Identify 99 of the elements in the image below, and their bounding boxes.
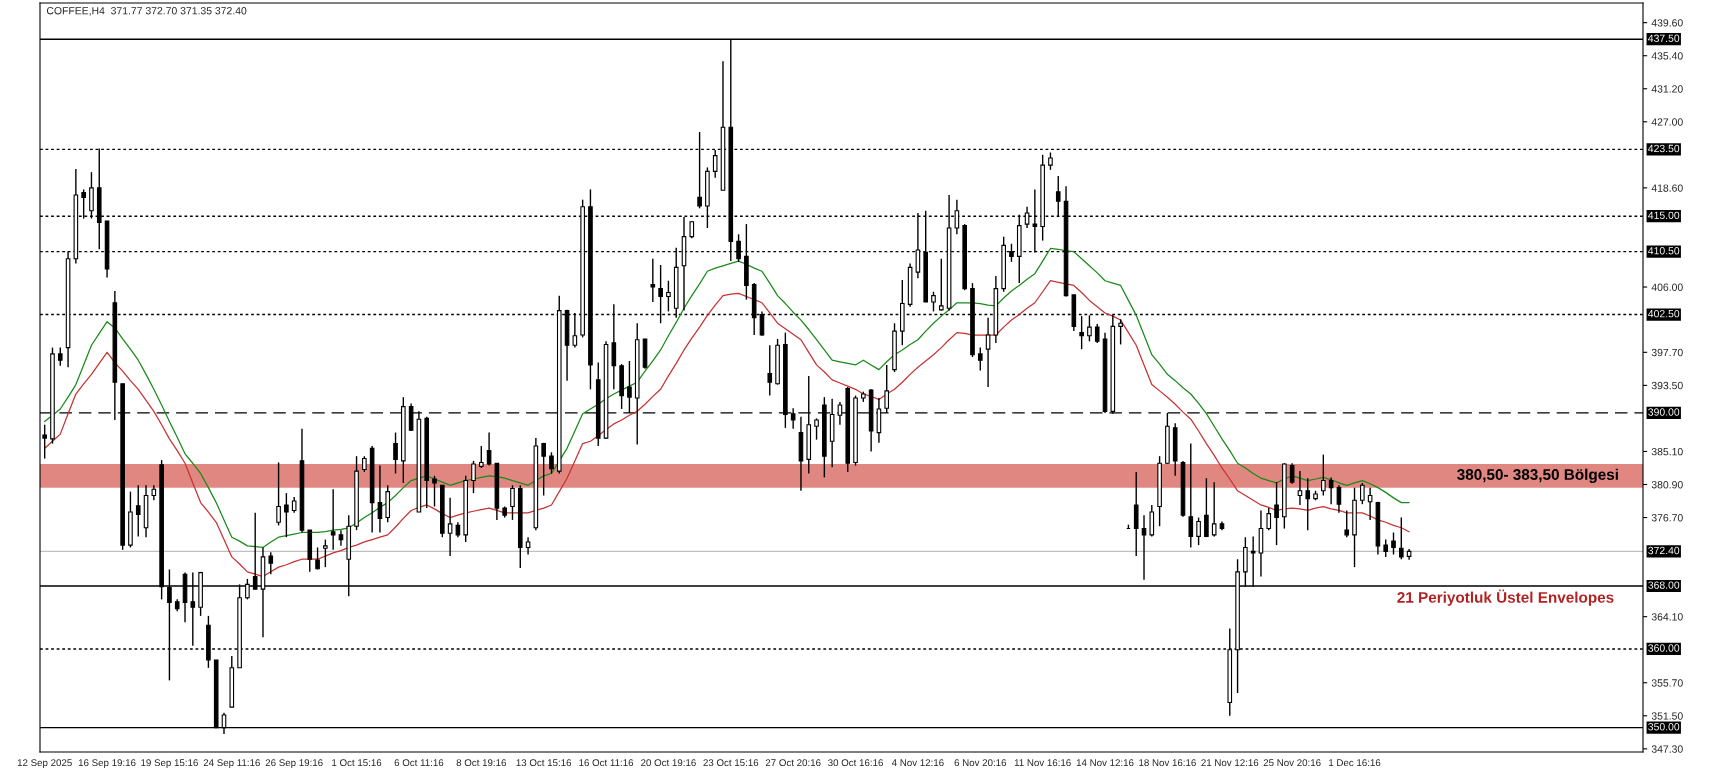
candlestick bbox=[284, 492, 289, 538]
x-tick-label: 1 Oct 15:16 bbox=[332, 759, 382, 767]
y-tick-label: 406.00 bbox=[1651, 283, 1683, 291]
x-tick-label: 21 Nov 12:16 bbox=[1201, 759, 1259, 767]
candlestick bbox=[478, 445, 484, 469]
x-tick-label: 4 Nov 12:16 bbox=[891, 759, 944, 767]
candlestick bbox=[1211, 481, 1217, 538]
x-tick-label: 16 Sep 19:16 bbox=[78, 759, 136, 769]
x-tick-label: 11 Nov 16:16 bbox=[1014, 759, 1071, 767]
chart-title: COFFEE,H4 371.77 372.70 371.35 372.40 bbox=[46, 7, 247, 16]
candlestick bbox=[323, 538, 328, 568]
y-tick-label: 439.60 bbox=[1651, 19, 1683, 27]
y-tick-label: 427.00 bbox=[1651, 118, 1683, 126]
x-tick-label: 1 Dec 16:16 bbox=[1329, 759, 1381, 767]
candlestick bbox=[510, 484, 515, 521]
ref-line-label: 437.50 bbox=[1648, 34, 1680, 42]
ref-line-label: 402.50 bbox=[1648, 309, 1680, 318]
candlestick bbox=[938, 258, 944, 312]
candlestick bbox=[767, 344, 773, 397]
candlestick bbox=[471, 460, 476, 494]
ref-line-label: 350.00 bbox=[1648, 723, 1680, 731]
candlestick bbox=[1321, 453, 1326, 497]
ref-line-label: 372.40 bbox=[1648, 546, 1680, 555]
candlestick bbox=[549, 451, 554, 475]
candlestick bbox=[1149, 504, 1155, 538]
candlestick bbox=[1274, 481, 1279, 546]
candlestick bbox=[268, 551, 274, 575]
y-tick-label: 347.30 bbox=[1651, 745, 1683, 753]
candlestick bbox=[1398, 516, 1404, 560]
x-tick-label: 8 Oct 19:16 bbox=[456, 759, 506, 767]
candlestick bbox=[1305, 477, 1311, 531]
candlestick bbox=[1266, 507, 1272, 531]
candlestick bbox=[1094, 323, 1100, 344]
candlestick bbox=[338, 529, 344, 547]
ref-line-label: 423.50 bbox=[1648, 144, 1680, 153]
ref-line-label: 415.00 bbox=[1648, 211, 1680, 220]
candlestick bbox=[432, 475, 437, 508]
candlestick bbox=[1133, 471, 1139, 557]
ref-line-label: 410.50 bbox=[1648, 247, 1680, 255]
candlestick bbox=[57, 346, 63, 367]
candlestick bbox=[1188, 442, 1194, 549]
band-label: 380,50- 383,50 Bölgesi bbox=[1457, 468, 1618, 483]
ref-line-label: 360.00 bbox=[1648, 644, 1680, 652]
x-tick-label: 25 Nov 20:16 bbox=[1263, 759, 1321, 767]
candlestick bbox=[1141, 514, 1147, 581]
candlestick bbox=[931, 291, 936, 313]
candlestick bbox=[666, 280, 671, 313]
candlestick bbox=[276, 461, 281, 527]
x-tick-label: 13 Oct 15:16 bbox=[516, 759, 572, 767]
candlestick bbox=[1367, 486, 1373, 521]
x-tick-label: 16 Oct 11:16 bbox=[579, 759, 634, 767]
candlestick bbox=[393, 431, 398, 475]
y-tick-label: 397.70 bbox=[1651, 348, 1683, 357]
x-tick-label: 14 Nov 12:16 bbox=[1076, 759, 1134, 767]
candlestick bbox=[1289, 462, 1295, 485]
y-tick-label: 418.60 bbox=[1651, 184, 1683, 192]
candlestick bbox=[330, 488, 336, 551]
ref-line-label: 390.00 bbox=[1648, 408, 1680, 416]
candlestick bbox=[977, 346, 983, 372]
candlestick bbox=[541, 442, 546, 497]
y-tick-label: 364.10 bbox=[1651, 613, 1683, 621]
candlestick bbox=[1344, 509, 1350, 538]
candlestick bbox=[1118, 318, 1123, 346]
x-tick-label: 20 Oct 19:16 bbox=[641, 759, 696, 767]
x-tick-label: 24 Sep 11:16 bbox=[203, 759, 260, 769]
x-tick-label: 27 Oct 20:16 bbox=[765, 759, 821, 767]
y-tick-label: 355.70 bbox=[1651, 679, 1683, 687]
x-tick-label: 12 Sep 2025 bbox=[17, 759, 72, 769]
candlestick bbox=[1196, 516, 1201, 546]
y-tick-label: 380.90 bbox=[1651, 481, 1683, 489]
x-tick-label: 30 Oct 16:16 bbox=[828, 759, 883, 767]
candlestick bbox=[1336, 484, 1342, 514]
candlestick bbox=[486, 431, 492, 467]
candlestick bbox=[1087, 314, 1092, 343]
y-tick-label: 351.50 bbox=[1651, 712, 1683, 720]
candlestick bbox=[1328, 476, 1334, 505]
candlestick bbox=[525, 536, 531, 556]
y-tick-label: 385.10 bbox=[1651, 447, 1683, 456]
x-tick-label: 23 Oct 15:16 bbox=[703, 759, 759, 767]
x-tick-label: 18 Nov 16:16 bbox=[1139, 759, 1196, 767]
candlestick bbox=[985, 317, 991, 388]
candlestick bbox=[135, 484, 141, 538]
candlestick bbox=[1204, 477, 1209, 538]
y-tick-label: 435.40 bbox=[1651, 52, 1683, 60]
candlestick bbox=[1297, 470, 1303, 506]
x-tick-label: 19 Sep 15:16 bbox=[141, 759, 198, 769]
candlestick bbox=[447, 497, 453, 557]
candlestick bbox=[650, 258, 656, 303]
y-tick-label: 393.50 bbox=[1651, 381, 1683, 390]
candlestick bbox=[814, 417, 819, 441]
x-tick-label: 6 Oct 11:16 bbox=[394, 759, 444, 767]
candlestick bbox=[1391, 531, 1396, 556]
x-tick-label: 26 Sep 19:16 bbox=[265, 759, 323, 769]
x-tick-label: 6 Nov 20:16 bbox=[954, 759, 1007, 767]
y-tick-label: 431.20 bbox=[1651, 85, 1683, 93]
ref-line-label: 368.00 bbox=[1648, 581, 1680, 589]
annotation: 21 Periyotluk Üstel Envelopes bbox=[1397, 589, 1614, 606]
y-tick-label: 376.70 bbox=[1651, 514, 1683, 522]
candlestick bbox=[1360, 482, 1365, 505]
